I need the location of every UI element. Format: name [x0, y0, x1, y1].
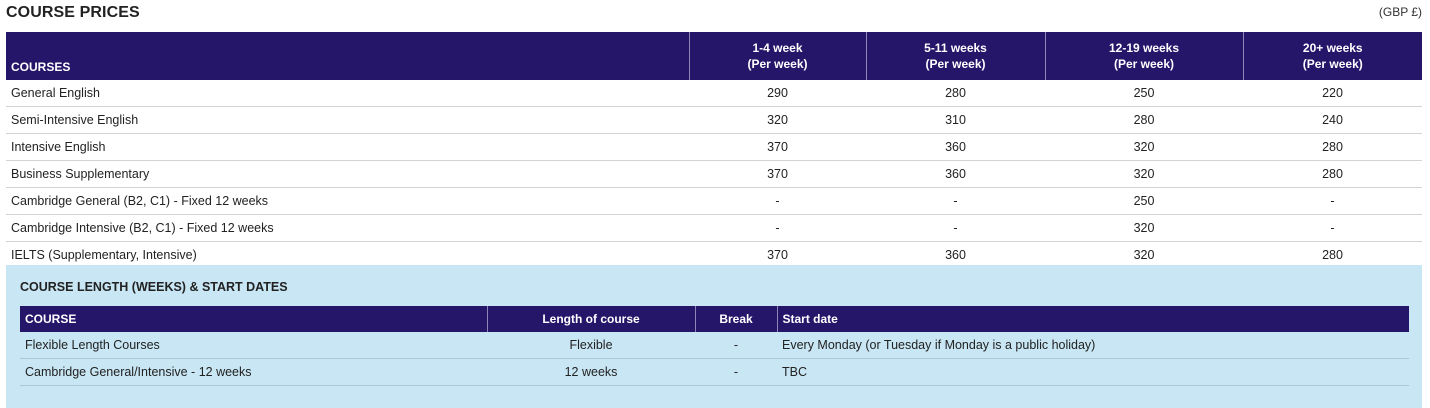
price-cell: 370 [689, 133, 866, 161]
price-cell: - [1243, 214, 1422, 242]
price-cell: 240 [1243, 106, 1422, 134]
course-name: Semi-Intensive English [6, 106, 689, 134]
course-break: - [695, 332, 777, 359]
price-cell: - [866, 214, 1045, 242]
start-date-column-header: Start date [777, 306, 1409, 332]
price-cell: 320 [1133, 248, 1155, 262]
price-cell: - [1243, 187, 1422, 215]
price-cell: - [689, 214, 866, 242]
table-row: Flexible Length Courses Flexible - Every… [20, 332, 1409, 359]
price-cell: 360 [945, 248, 966, 262]
price-cell: 320 [1045, 214, 1243, 242]
course-column-header: COURSE [20, 306, 488, 332]
course-break: - [695, 358, 777, 386]
column-header-range: 1-4 week [752, 41, 803, 55]
price-cell: 320 [1045, 160, 1243, 188]
start-dates-table: COURSE Length of course Break Start date… [20, 306, 1409, 386]
table-row: Cambridge General/Intensive - 12 weeks 1… [20, 358, 1409, 386]
column-header-unit: (Per week) [747, 57, 808, 71]
length-column-header: Length of course [487, 306, 696, 332]
price-cell: 360 [866, 133, 1045, 161]
column-header-12-19-weeks: 12-19 weeks (Per week) [1045, 32, 1244, 80]
courses-column-header: COURSES [6, 32, 690, 80]
column-header-1-4-weeks: 1-4 week (Per week) [689, 32, 867, 80]
column-header-range: 5-11 weeks [924, 41, 987, 55]
price-cell: 370 [689, 160, 866, 188]
price-cell: 370 [767, 248, 788, 262]
price-cell: 280 [1243, 160, 1422, 188]
price-cell: - [866, 187, 1045, 215]
price-cell: 280 [1045, 106, 1243, 134]
prices-header-row: COURSES 1-4 week (Per week) 5-11 weeks (Pe… [6, 32, 1422, 80]
price-cell: 250 [1045, 80, 1243, 107]
price-cell: 360 [866, 160, 1045, 188]
price-cell: 280 [866, 80, 1045, 107]
table-row: Cambridge General (B2, C1) - Fixed 12 we… [6, 187, 1422, 215]
course-name: Cambridge Intensive (B2, C1) - Fixed 12 … [6, 214, 689, 242]
course-name: General English [6, 80, 689, 107]
course-name: Flexible Length Courses [20, 332, 487, 359]
table-row: Business Supplementary 370 360 320 280 [6, 160, 1422, 188]
page-title: COURSE PRICES [6, 4, 140, 21]
dates-header-row: COURSE Length of course Break Start date [20, 306, 1409, 332]
course-name: Cambridge General (B2, C1) - Fixed 12 we… [6, 187, 689, 215]
table-row: General English 290 280 250 220 [6, 80, 1422, 107]
price-cell: 280 [1243, 133, 1422, 161]
course-name: Cambridge General/Intensive - 12 weeks [20, 358, 487, 386]
table-row: IELTS (Supplementary, Intensive) 370 360… [6, 242, 1422, 269]
course-name: Intensive English [6, 133, 689, 161]
price-cell: 310 [866, 106, 1045, 134]
column-header-unit: (Per week) [1113, 57, 1175, 71]
price-cell: - [689, 187, 866, 215]
column-header-unit: (Per week) [1302, 57, 1363, 71]
course-prices-table: COURSES 1-4 week (Per week) 5-11 weeks (Pe… [6, 32, 1422, 268]
start-date: TBC [777, 358, 1409, 386]
price-cell: 320 [1045, 133, 1243, 161]
table-row: Cambridge Intensive (B2, C1) - Fixed 12 … [6, 214, 1422, 242]
column-header-5-11-weeks: 5-11 weeks (Per week) [866, 32, 1046, 80]
break-column-header: Break [695, 306, 778, 332]
price-cell: 290 [689, 80, 866, 107]
currency-note: (GBP £) [1378, 5, 1422, 19]
table-row: Semi-Intensive English 320 310 280 240 [6, 106, 1422, 134]
column-header-unit: (Per week) [925, 57, 986, 71]
price-cell: 250 [1045, 187, 1243, 215]
start-dates-title: COURSE LENGTH (WEEKS) & START DATES [20, 280, 288, 294]
start-date: Every Monday (or Tuesday if Monday is a … [777, 332, 1409, 359]
price-cell: 320 [689, 106, 866, 134]
column-header-range: 12-19 weeks [1108, 41, 1180, 55]
course-length: Flexible [487, 332, 695, 359]
table-row: Intensive English 370 360 320 280 [6, 133, 1422, 161]
start-dates-panel: COURSE LENGTH (WEEKS) & START DATES COUR… [6, 265, 1422, 408]
course-name: Business Supplementary [6, 160, 689, 188]
price-cell: 220 [1243, 80, 1422, 107]
course-name: IELTS (Supplementary, Intensive) [11, 248, 197, 262]
price-cell: 280 [1322, 248, 1343, 262]
column-header-range: 20+ weeks [1302, 41, 1363, 55]
course-length: 12 weeks [487, 358, 695, 386]
column-header-20-plus-weeks: 20+ weeks (Per week) [1243, 32, 1422, 80]
